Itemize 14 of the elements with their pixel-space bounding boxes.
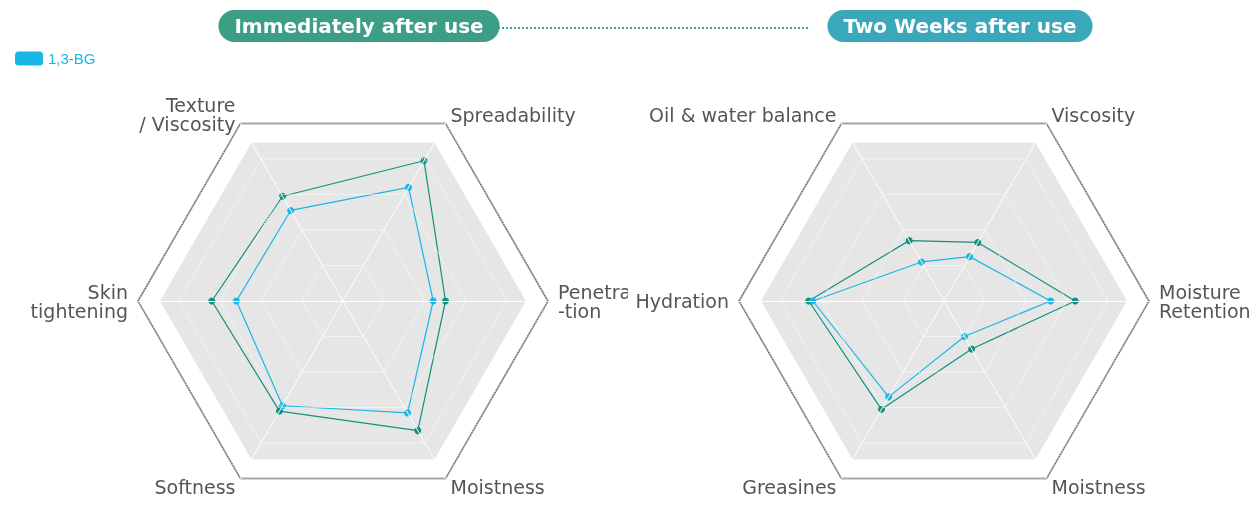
spoke-label: Viscosity (1051, 103, 1136, 126)
spoke-label: Moisture Retention (1159, 280, 1251, 322)
spoke-label: Hydration (635, 290, 729, 312)
legend-label: 1,3-BG (48, 50, 96, 67)
spoke-label: Oil & water balance (649, 103, 837, 126)
spoke-label: Moistness (1051, 476, 1146, 499)
spoke-label: Texture / Viscosity (139, 94, 236, 136)
chart-title: Immediately after use (234, 14, 484, 38)
spoke-label: Skin tightening (30, 280, 128, 322)
spoke-label: Spreadability (450, 103, 576, 126)
spoke-label: Softness (154, 476, 236, 499)
spoke-label: Greasines (742, 476, 837, 499)
spoke-label: Moistness (450, 476, 545, 499)
chart-title: Two Weeks after use (843, 14, 1077, 38)
